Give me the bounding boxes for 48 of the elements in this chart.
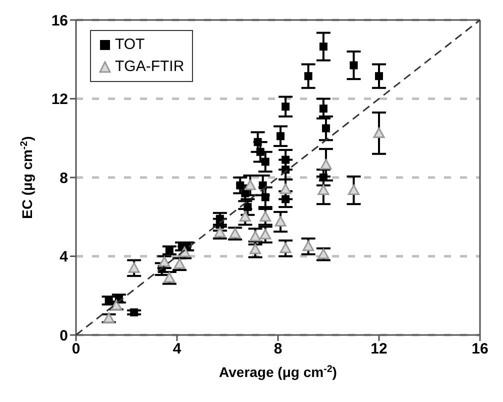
x-tick-label: 16 (472, 340, 488, 358)
point (302, 240, 314, 252)
point (244, 180, 256, 190)
point (318, 184, 330, 196)
point (239, 211, 251, 222)
x-axis-title: Average (μg cm$^{-2}$) (219, 364, 337, 380)
point (350, 61, 358, 70)
point (256, 148, 264, 156)
point (280, 242, 292, 254)
point (319, 104, 328, 113)
point (320, 158, 332, 170)
point (318, 248, 330, 260)
point (276, 132, 285, 140)
point (322, 124, 330, 132)
point (130, 308, 138, 316)
y-tick-label: 12 (51, 91, 68, 108)
y-tick-label: 4 (60, 248, 69, 266)
point (373, 127, 385, 138)
x-tick-label: 12 (370, 340, 388, 358)
point (280, 184, 292, 194)
legend-label: TOT (115, 35, 145, 55)
point (103, 312, 115, 324)
y-tick-label: 16 (51, 12, 68, 30)
legend-label: TGA-FTIR (115, 57, 184, 77)
x-tick-label: 0 (72, 340, 80, 358)
point (282, 195, 290, 204)
point (241, 189, 250, 198)
point (236, 181, 244, 190)
point (165, 246, 174, 254)
point (128, 262, 140, 273)
point (348, 184, 360, 196)
point (282, 102, 290, 111)
point (319, 42, 328, 51)
point (375, 72, 383, 80)
x-tick-label: 4 (172, 340, 182, 358)
point (261, 158, 270, 166)
point (274, 216, 286, 227)
point (304, 72, 312, 80)
y-tick-label: 8 (60, 170, 68, 187)
x-tick-label: 8 (274, 340, 282, 358)
point (319, 174, 328, 182)
point (254, 138, 262, 146)
point (244, 203, 252, 212)
point (282, 156, 290, 164)
y-tick-label: 0 (60, 327, 68, 344)
point (261, 193, 270, 202)
point (260, 228, 272, 240)
point (260, 211, 272, 222)
